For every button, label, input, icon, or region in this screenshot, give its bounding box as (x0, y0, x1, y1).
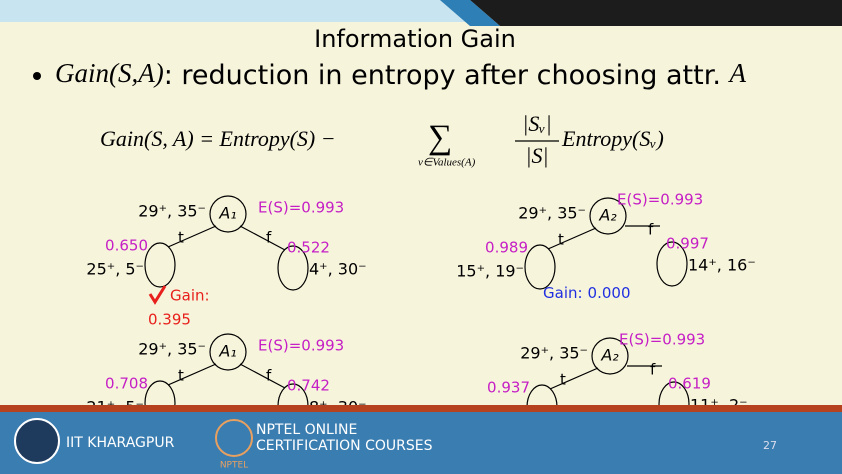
leaf-node (144, 242, 176, 288)
footer-line (0, 405, 842, 412)
edge-label-f: f (650, 361, 656, 379)
top-stripe (440, 0, 500, 26)
edge-label-t: t (178, 367, 184, 385)
root-entropy: E(S)=0.993 (617, 191, 703, 209)
top-band (0, 0, 480, 22)
root-counts: 29⁺, 35⁻ (518, 204, 586, 223)
root-counts: 29⁺, 35⁻ (138, 340, 206, 359)
gain-value: 0.000 (588, 284, 631, 302)
right-entropy: 0.522 (287, 239, 330, 257)
left-entropy: 0.937 (487, 379, 530, 397)
edge-label-f: f (648, 221, 654, 239)
iit-logo (14, 418, 60, 464)
nptel-logo-text: NPTEL (220, 461, 248, 471)
edge-label-t: t (178, 229, 184, 247)
gain-label: Gain: (170, 287, 210, 305)
gain-value: 0.395 (148, 311, 191, 329)
formula-denominator: |S| (525, 143, 548, 168)
right-entropy: 0.742 (287, 377, 330, 395)
bullet-term: Gain(S,A) (55, 58, 164, 88)
left-entropy: 0.989 (485, 239, 528, 257)
root-counts: 29⁺, 35⁻ (138, 202, 206, 221)
footer-nptel-1: NPTEL ONLINE (256, 422, 357, 438)
right-entropy: 0.997 (666, 235, 709, 253)
slide-title: Information Gain (314, 25, 516, 53)
gain: Gain: 0.000 (543, 284, 631, 302)
root-node (209, 333, 247, 371)
leaf-node (277, 245, 309, 291)
formula-numerator: |Sᵥ| (522, 111, 551, 136)
formula-sum: ∑ (428, 119, 452, 156)
node-label: A₁ (218, 342, 236, 361)
footer-institute: IIT KHARAGPUR (66, 435, 175, 451)
bullet-body: : reduction in entropy after choosing at… (164, 60, 730, 91)
left-counts: 25⁺, 5⁻ (86, 260, 144, 279)
right-entropy: 0.619 (668, 375, 711, 393)
footer-band (0, 412, 842, 474)
edge (239, 363, 286, 389)
footer-nptel-2: CERTIFICATION COURSES (256, 438, 433, 454)
right-counts: 14⁺, 16⁻ (688, 256, 756, 275)
bullet-attr: A (728, 58, 747, 88)
edge (547, 227, 597, 250)
root-counts: 29⁺, 35⁻ (520, 344, 588, 363)
edge (239, 225, 286, 251)
left-entropy: 0.708 (105, 375, 148, 393)
gain-label: Gain: (543, 284, 583, 302)
formula-sub: v∈Values(A) (418, 157, 476, 169)
edge (167, 225, 217, 248)
top-dark-band (470, 0, 842, 26)
edge-label-t: t (560, 371, 566, 389)
check-mark (148, 285, 167, 305)
node-label: A₁ (218, 204, 236, 223)
trees: A₁ 29⁺, 35⁻ E(S)=0.993 t f 0.650 0.522 25⁺, 5⁻ 4… (86, 191, 755, 467)
root-entropy: E(S)=0.993 (258, 337, 344, 355)
root-node (209, 195, 247, 233)
edge (549, 367, 599, 390)
formula-lhs: Gain(S, A) = Entropy(S) − (100, 126, 336, 151)
root-node (591, 337, 629, 375)
root-node (589, 197, 627, 235)
node-label: A₂ (600, 346, 619, 365)
root-entropy: E(S)=0.993 (619, 331, 705, 349)
leaf-node (656, 241, 688, 287)
left-entropy: 0.650 (105, 237, 148, 255)
bullet-text: Gain(S,A): reduction in entropy after ch… (55, 58, 747, 90)
nptel-logo (215, 419, 253, 457)
formula-rhs: Entropy(Sᵥ) (561, 126, 664, 151)
edge-label-t: t (558, 231, 564, 249)
leaf-node (524, 244, 556, 290)
bullet-dot (33, 72, 41, 80)
right-counts: 4⁺, 30⁻ (309, 260, 367, 279)
left-counts: 15⁺, 19⁻ (456, 262, 524, 281)
root-entropy: E(S)=0.993 (258, 199, 344, 217)
edge (167, 363, 217, 386)
edge-label-f: f (266, 367, 272, 385)
page-number: 27 (763, 439, 777, 452)
node-label: A₂ (598, 206, 617, 225)
edge-label-f: f (266, 229, 272, 247)
